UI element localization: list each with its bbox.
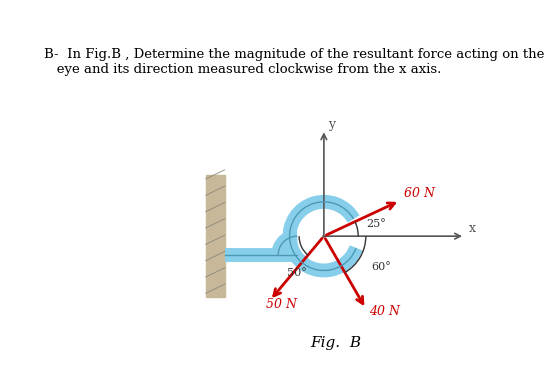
Text: 50 N: 50 N — [266, 298, 297, 311]
Text: 25°: 25° — [366, 219, 386, 229]
Bar — [206, 175, 225, 297]
Text: Fig.  B: Fig. B — [310, 336, 361, 350]
Text: 60 N: 60 N — [404, 187, 435, 200]
Text: 60°: 60° — [371, 262, 391, 272]
Text: y: y — [328, 118, 335, 131]
Text: x: x — [469, 223, 476, 235]
Text: B-  In Fig.B , Determine the magnitude of the resultant force acting on the scre: B- In Fig.B , Determine the magnitude of… — [44, 48, 547, 76]
Text: 40 N: 40 N — [369, 305, 400, 318]
Text: 50°: 50° — [287, 268, 307, 278]
